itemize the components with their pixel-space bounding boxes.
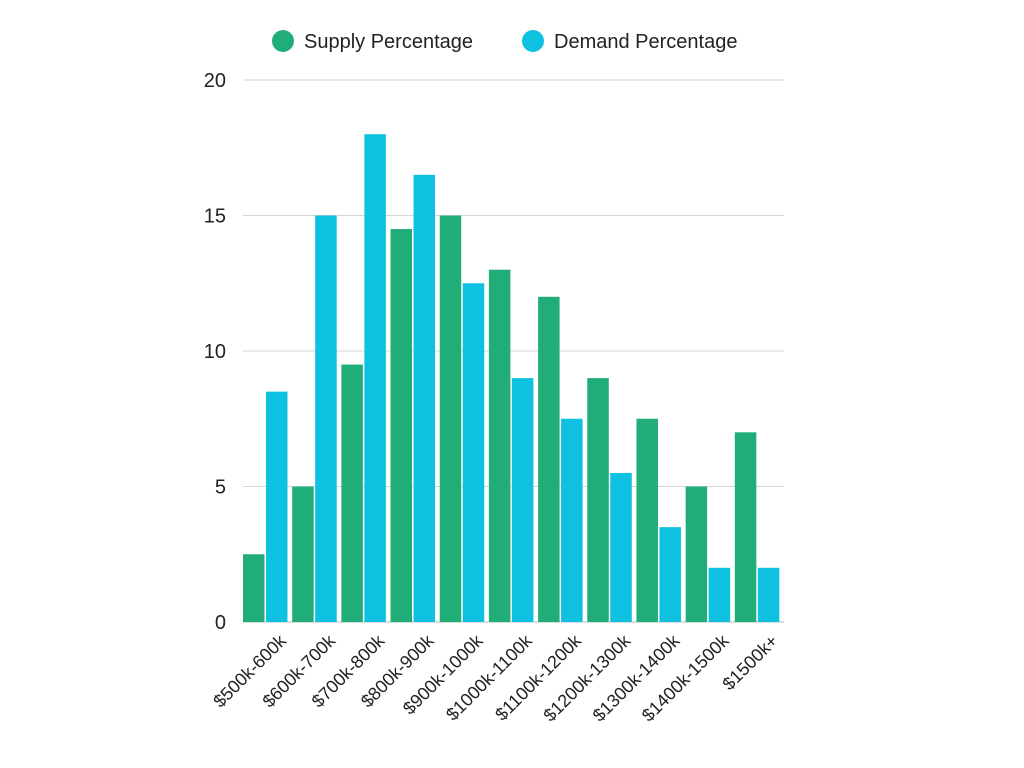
bar-supply-3	[390, 229, 413, 623]
legend-label-supply: Supply Percentage	[304, 31, 473, 53]
bar-supply-0	[243, 554, 265, 622]
y-tick-label: 20	[204, 70, 226, 92]
y-axis-ticks: 0 5 10 15 20	[204, 70, 226, 634]
bar-demand-1	[315, 215, 337, 622]
bar-demand-3	[413, 174, 436, 622]
bar-supply-8	[636, 418, 658, 622]
bar-demand-5	[511, 378, 534, 622]
bar-supply-5	[488, 269, 511, 622]
bar-supply-9	[685, 486, 708, 622]
x-category-label: $1300k-1400k	[589, 630, 685, 726]
x-axis-labels: $500k-600k$600k-700k$700k-800k$800k-900k…	[209, 630, 781, 726]
x-category-label: $1000k-1100k	[442, 630, 537, 725]
bar-demand-0	[266, 391, 288, 622]
bar-supply-4	[439, 215, 462, 622]
y-tick-label: 15	[204, 206, 226, 228]
bar-supply-10	[734, 432, 757, 622]
bar-demand-4	[462, 283, 485, 622]
legend: Supply Percentage Demand Percentage	[272, 30, 737, 53]
bar-supply-2	[341, 364, 363, 622]
legend-swatch-demand	[522, 30, 544, 52]
x-category-label: $1200k-1300k	[539, 630, 635, 726]
bar-supply-7	[587, 378, 609, 622]
bar-demand-8	[659, 527, 681, 622]
bar-demand-7	[610, 472, 632, 622]
bar-supply-6	[538, 296, 560, 622]
bars	[243, 134, 780, 623]
bar-demand-6	[561, 418, 583, 622]
x-category-label: $1100k-1200k	[491, 630, 586, 725]
y-tick-label: 5	[215, 477, 226, 499]
y-tick-label: 0	[215, 612, 226, 634]
bar-demand-10	[757, 567, 780, 622]
bar-demand-9	[708, 567, 731, 622]
x-category-label: $1400k-1500k	[638, 630, 734, 726]
bar-demand-2	[364, 134, 386, 622]
bar-supply-1	[292, 486, 314, 622]
y-tick-label: 10	[204, 341, 226, 363]
legend-swatch-supply	[272, 30, 294, 52]
legend-label-demand: Demand Percentage	[554, 31, 737, 53]
